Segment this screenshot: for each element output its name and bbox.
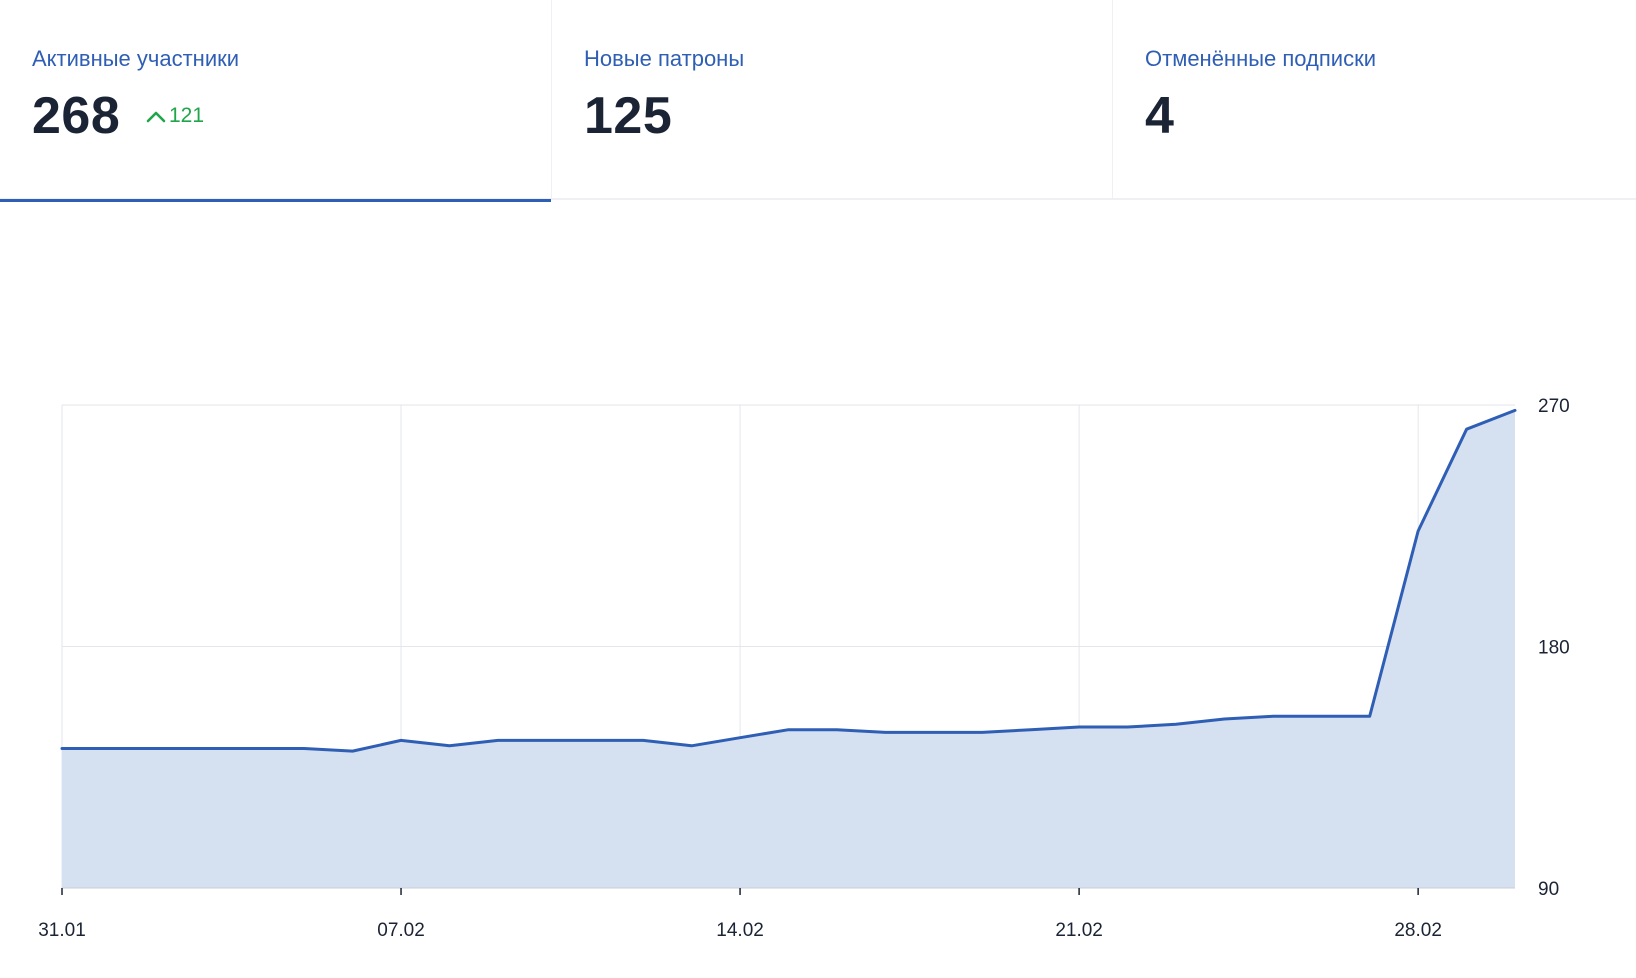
x-tick-label: 14.02 [716, 920, 764, 941]
data-point[interactable] [1364, 710, 1376, 722]
data-point[interactable] [104, 743, 116, 755]
data-point[interactable] [1218, 713, 1230, 725]
data-point[interactable] [56, 743, 68, 755]
data-point[interactable] [783, 724, 795, 736]
x-tick-label: 07.02 [377, 920, 425, 941]
members-line-chart: 31.01 07.02 14.02 21.02 28.02 90 180 270 [38, 396, 1570, 941]
delta-value: 121 [169, 104, 205, 127]
data-point[interactable] [153, 743, 165, 755]
arrow-up-icon [146, 111, 166, 123]
data-point[interactable] [540, 734, 552, 746]
tab-active-members[interactable]: Активные участники 268 121 [0, 0, 551, 202]
data-point[interactable] [1170, 718, 1182, 730]
data-point[interactable] [589, 734, 601, 746]
y-tick-label: 270 [1538, 396, 1570, 417]
x-tick-label: 31.01 [38, 920, 86, 941]
data-point[interactable] [686, 740, 698, 752]
delta-badge: 121 [145, 104, 204, 128]
data-point[interactable] [831, 724, 843, 736]
x-tick-label: 21.02 [1055, 920, 1103, 941]
data-point[interactable] [1461, 423, 1473, 435]
data-point[interactable] [1073, 721, 1085, 733]
series-line [60, 408, 1517, 753]
data-point[interactable] [1412, 525, 1424, 537]
data-point[interactable] [201, 743, 213, 755]
series-area [62, 410, 1515, 888]
metric-value: 268 [32, 87, 121, 145]
data-point[interactable] [298, 743, 310, 755]
data-point[interactable] [1509, 404, 1521, 416]
y-tick-label: 90 [1538, 879, 1559, 900]
data-point[interactable] [928, 726, 940, 738]
data-point[interactable] [492, 734, 504, 746]
metric-value: 4 [1145, 87, 1175, 145]
x-tick-label: 28.02 [1394, 920, 1442, 941]
y-tick-label: 180 [1538, 638, 1570, 659]
tab-cancelled-subscriptions[interactable]: Отменённые подписки 4 [1112, 0, 1636, 200]
data-point[interactable] [637, 734, 649, 746]
metric-tabs: Активные участники 268 121 Новые патроны… [0, 0, 1636, 202]
data-point[interactable] [395, 734, 407, 746]
data-point[interactable] [976, 726, 988, 738]
data-point[interactable] [250, 743, 262, 755]
data-point[interactable] [1122, 721, 1134, 733]
tab-label: Отменённые подписки [1145, 46, 1377, 71]
data-point[interactable] [347, 745, 359, 757]
data-point[interactable] [1315, 710, 1327, 722]
tab-label: Активные участники [32, 46, 240, 71]
tab-new-patrons[interactable]: Новые патроны 125 [551, 0, 1112, 200]
tab-label: Новые патроны [584, 46, 745, 71]
data-point[interactable] [734, 732, 746, 744]
data-point[interactable] [444, 740, 456, 752]
data-point[interactable] [879, 726, 891, 738]
data-point[interactable] [1267, 710, 1279, 722]
data-point[interactable] [1025, 724, 1037, 736]
metric-value: 125 [584, 87, 673, 145]
chart-area: 31.01 07.02 14.02 21.02 28.02 90 180 270 [0, 200, 1636, 978]
